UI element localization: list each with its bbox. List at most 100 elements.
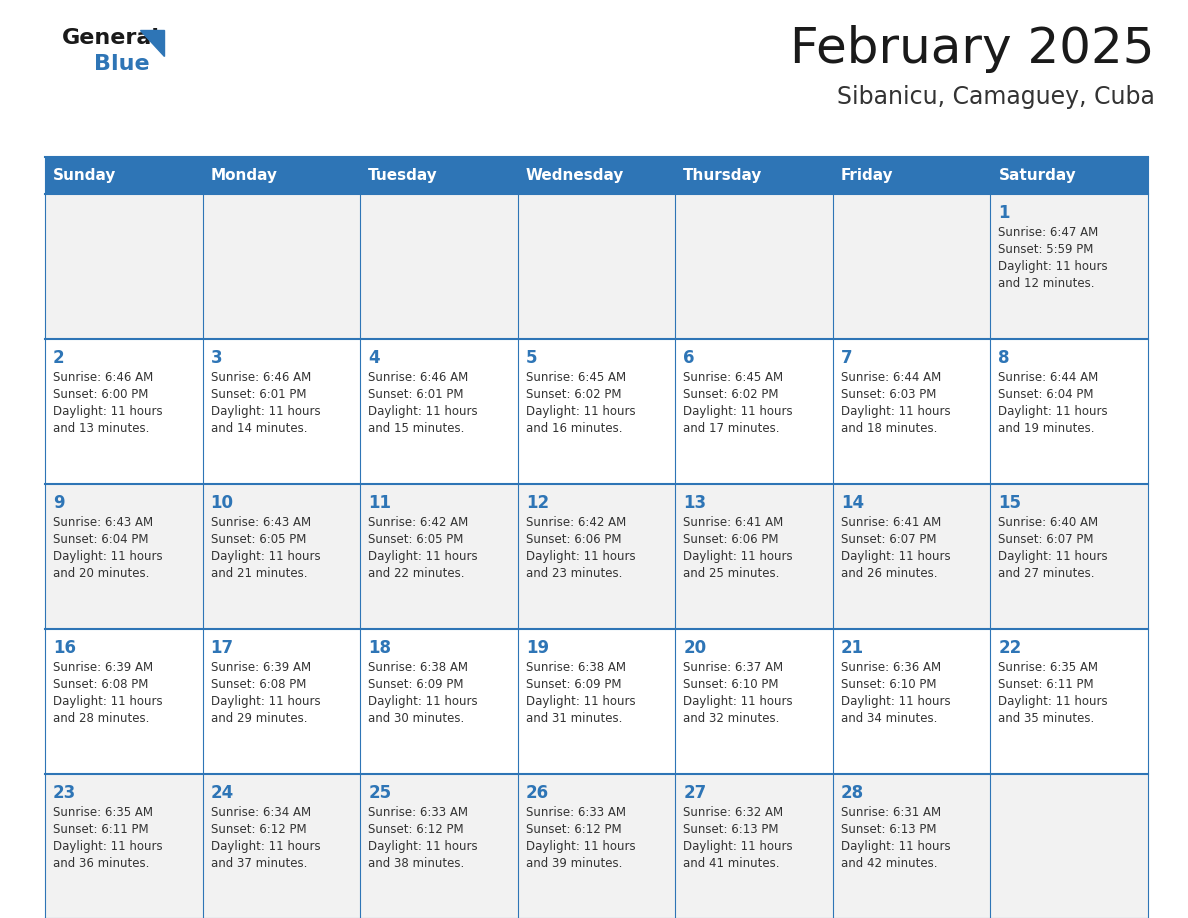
Text: 19: 19 [526, 639, 549, 657]
Text: Daylight: 11 hours: Daylight: 11 hours [998, 695, 1108, 708]
Bar [833, 484, 991, 629]
Text: and 38 minutes.: and 38 minutes. [368, 857, 465, 870]
Bar [360, 484, 518, 629]
Text: February 2025: February 2025 [790, 25, 1155, 73]
Text: 10: 10 [210, 494, 234, 512]
Text: and 30 minutes.: and 30 minutes. [368, 712, 465, 725]
Text: Daylight: 11 hours: Daylight: 11 hours [368, 405, 478, 418]
Text: 13: 13 [683, 494, 707, 512]
Bar [45, 339, 203, 484]
Text: Sunrise: 6:44 AM: Sunrise: 6:44 AM [841, 371, 941, 384]
Polygon shape [140, 30, 164, 56]
Text: Daylight: 11 hours: Daylight: 11 hours [841, 840, 950, 853]
Text: Sunset: 6:09 PM: Sunset: 6:09 PM [526, 678, 621, 691]
Text: and 37 minutes.: and 37 minutes. [210, 857, 307, 870]
Bar [203, 194, 360, 339]
Text: 24: 24 [210, 784, 234, 802]
Text: and 26 minutes.: and 26 minutes. [841, 567, 937, 580]
Bar [833, 157, 991, 194]
Text: Daylight: 11 hours: Daylight: 11 hours [210, 405, 321, 418]
Text: Sunset: 6:08 PM: Sunset: 6:08 PM [210, 678, 307, 691]
Text: Sunrise: 6:45 AM: Sunrise: 6:45 AM [683, 371, 783, 384]
Text: Sunrise: 6:47 AM: Sunrise: 6:47 AM [998, 226, 1099, 239]
Text: and 23 minutes.: and 23 minutes. [526, 567, 623, 580]
Bar [833, 194, 991, 339]
Text: Daylight: 11 hours: Daylight: 11 hours [53, 840, 163, 853]
Text: and 12 minutes.: and 12 minutes. [998, 277, 1095, 290]
Bar [360, 157, 518, 194]
Text: Daylight: 11 hours: Daylight: 11 hours [368, 550, 478, 563]
Text: Sunrise: 6:38 AM: Sunrise: 6:38 AM [368, 661, 468, 674]
Text: Sunrise: 6:39 AM: Sunrise: 6:39 AM [53, 661, 153, 674]
Bar [675, 194, 833, 339]
Text: 3: 3 [210, 349, 222, 367]
Text: Sunset: 6:08 PM: Sunset: 6:08 PM [53, 678, 148, 691]
Text: and 29 minutes.: and 29 minutes. [210, 712, 307, 725]
Text: and 13 minutes.: and 13 minutes. [53, 422, 150, 435]
Text: Sunset: 6:13 PM: Sunset: 6:13 PM [841, 823, 936, 836]
Text: Sunrise: 6:46 AM: Sunrise: 6:46 AM [368, 371, 468, 384]
Text: Sunrise: 6:44 AM: Sunrise: 6:44 AM [998, 371, 1099, 384]
Bar [360, 194, 518, 339]
Text: Sunset: 6:04 PM: Sunset: 6:04 PM [998, 388, 1094, 401]
Text: Sunset: 6:13 PM: Sunset: 6:13 PM [683, 823, 779, 836]
Text: Daylight: 11 hours: Daylight: 11 hours [841, 405, 950, 418]
Bar [203, 157, 360, 194]
Bar [991, 774, 1148, 918]
Text: Sunrise: 6:35 AM: Sunrise: 6:35 AM [998, 661, 1099, 674]
Text: Sunrise: 6:43 AM: Sunrise: 6:43 AM [53, 516, 153, 529]
Text: Sunset: 6:12 PM: Sunset: 6:12 PM [210, 823, 307, 836]
Text: 16: 16 [53, 639, 76, 657]
Text: Daylight: 11 hours: Daylight: 11 hours [841, 695, 950, 708]
Text: Sunrise: 6:32 AM: Sunrise: 6:32 AM [683, 806, 783, 819]
Text: Sibanicu, Camaguey, Cuba: Sibanicu, Camaguey, Cuba [838, 85, 1155, 109]
Text: Daylight: 11 hours: Daylight: 11 hours [526, 840, 636, 853]
Bar [518, 484, 675, 629]
Text: Friday: Friday [841, 168, 893, 183]
Bar [45, 157, 203, 194]
Bar [991, 339, 1148, 484]
Bar [203, 484, 360, 629]
Text: Sunrise: 6:37 AM: Sunrise: 6:37 AM [683, 661, 783, 674]
Text: and 27 minutes.: and 27 minutes. [998, 567, 1095, 580]
Text: Sunset: 6:12 PM: Sunset: 6:12 PM [368, 823, 463, 836]
Text: Sunset: 6:00 PM: Sunset: 6:00 PM [53, 388, 148, 401]
Text: Sunrise: 6:33 AM: Sunrise: 6:33 AM [526, 806, 626, 819]
Text: 20: 20 [683, 639, 707, 657]
Bar [518, 157, 675, 194]
Text: Daylight: 11 hours: Daylight: 11 hours [998, 550, 1108, 563]
Bar [45, 629, 203, 774]
Text: Sunrise: 6:45 AM: Sunrise: 6:45 AM [526, 371, 626, 384]
Text: Sunrise: 6:31 AM: Sunrise: 6:31 AM [841, 806, 941, 819]
Text: Daylight: 11 hours: Daylight: 11 hours [53, 695, 163, 708]
Text: 26: 26 [526, 784, 549, 802]
Bar [518, 629, 675, 774]
Text: 8: 8 [998, 349, 1010, 367]
Text: Sunrise: 6:33 AM: Sunrise: 6:33 AM [368, 806, 468, 819]
Text: Saturday: Saturday [998, 168, 1076, 183]
Text: Daylight: 11 hours: Daylight: 11 hours [998, 260, 1108, 273]
Text: 28: 28 [841, 784, 864, 802]
Bar [518, 194, 675, 339]
Text: Daylight: 11 hours: Daylight: 11 hours [683, 550, 792, 563]
Bar [675, 774, 833, 918]
Bar [203, 339, 360, 484]
Text: 1: 1 [998, 204, 1010, 222]
Text: Daylight: 11 hours: Daylight: 11 hours [53, 550, 163, 563]
Text: Daylight: 11 hours: Daylight: 11 hours [53, 405, 163, 418]
Text: and 17 minutes.: and 17 minutes. [683, 422, 779, 435]
Text: 7: 7 [841, 349, 853, 367]
Text: Sunset: 6:07 PM: Sunset: 6:07 PM [998, 533, 1094, 546]
Text: Sunrise: 6:41 AM: Sunrise: 6:41 AM [841, 516, 941, 529]
Text: Daylight: 11 hours: Daylight: 11 hours [368, 695, 478, 708]
Text: and 34 minutes.: and 34 minutes. [841, 712, 937, 725]
Text: Sunrise: 6:46 AM: Sunrise: 6:46 AM [210, 371, 311, 384]
Text: 18: 18 [368, 639, 391, 657]
Text: Sunset: 6:06 PM: Sunset: 6:06 PM [526, 533, 621, 546]
Bar [991, 157, 1148, 194]
Bar [833, 774, 991, 918]
Text: Sunrise: 6:42 AM: Sunrise: 6:42 AM [368, 516, 468, 529]
Text: Sunset: 6:11 PM: Sunset: 6:11 PM [998, 678, 1094, 691]
Text: Sunrise: 6:46 AM: Sunrise: 6:46 AM [53, 371, 153, 384]
Bar [45, 194, 203, 339]
